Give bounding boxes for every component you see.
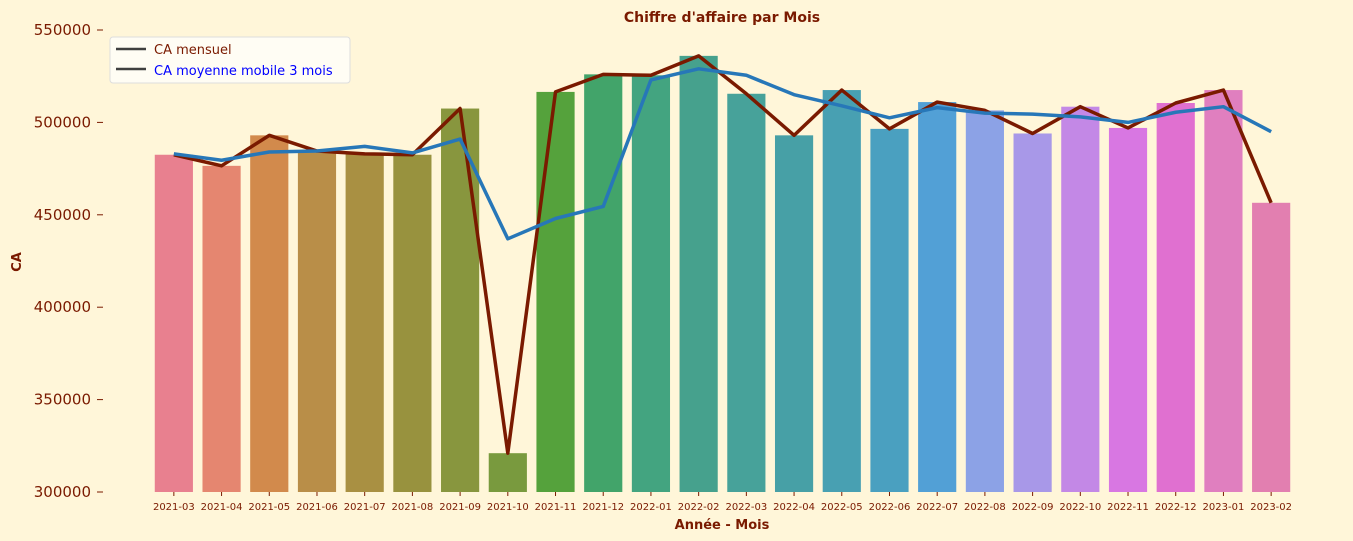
bar-2022-11 (1108, 127, 1148, 492)
bar-2022-06 (870, 128, 909, 492)
x-tick-label: 2022-06 (869, 502, 911, 513)
x-tick-label: 2021-11 (535, 502, 577, 513)
bar-2021-04 (202, 165, 241, 492)
legend-label-ca-mensuel: CA mensuel (154, 43, 232, 58)
bar-2022-03 (727, 93, 766, 492)
y-tick-label: 350000 (34, 391, 91, 409)
bars-group (154, 55, 1291, 493)
x-tick-label: 2021-03 (153, 502, 195, 513)
bar-2021-12 (584, 74, 623, 492)
bar-2021-09 (441, 108, 480, 492)
x-axis: 2021-03 2021-04 2021-05 2021-06 2021-07 2021-… (153, 492, 1292, 513)
series-line-2 (173, 67, 1272, 241)
x-tick-label: 2022-02 (678, 502, 720, 513)
y-tick-label: 400000 (34, 298, 91, 316)
x-tick-label: 2023-01 (1203, 502, 1245, 513)
x-tick-label: 2021-04 (201, 502, 243, 513)
bar-2022-10 (1061, 106, 1100, 492)
chart-title: Chiffre d'affaire par Mois (624, 10, 820, 26)
legend-label-ca-moyenne-mobile: CA moyenne mobile 3 mois (154, 64, 333, 79)
bar-2022-05 (822, 90, 861, 492)
x-tick-label: 2022-01 (630, 502, 672, 513)
y-tick-label: 450000 (34, 206, 91, 224)
bar-2022-08 (965, 110, 1004, 492)
bar-2021-11 (536, 91, 575, 492)
bar-2021-07 (345, 153, 384, 492)
x-tick-label: 2022-07 (916, 502, 958, 513)
x-tick-label: 2022-05 (821, 502, 863, 513)
x-tick-label: 2022-11 (1107, 502, 1149, 513)
x-tick-label: 2022-12 (1155, 502, 1197, 513)
y-axis-title: CA (10, 252, 25, 272)
bar-2023-02 (1252, 202, 1291, 493)
legend-box (109, 36, 351, 84)
x-tick-label: 2022-08 (964, 502, 1006, 513)
x-tick-label: 2023-02 (1250, 502, 1292, 513)
x-axis-title: Année - Mois (675, 518, 770, 533)
bar-2021-05 (250, 135, 289, 492)
bar-2021-08 (393, 154, 432, 493)
y-tick-label: 550000 (34, 21, 91, 39)
x-tick-label: 2022-10 (1059, 502, 1101, 513)
x-tick-label: 2022-04 (773, 502, 815, 513)
y-axis: 300000 350000 400000 450000 500000 550000 (34, 21, 103, 501)
y-tick-label: 300000 (34, 483, 91, 501)
x-tick-label: 2021-06 (296, 502, 338, 513)
x-tick-label: 2022-03 (725, 502, 767, 513)
x-tick-label: 2021-10 (487, 502, 529, 513)
bar-2021-03 (154, 154, 193, 493)
bar-2022-01 (631, 75, 671, 492)
bar-2021-10 (488, 453, 527, 492)
x-tick-label: 2021-09 (439, 502, 481, 513)
legend: CA mensuel CA moyenne mobile 3 mois (109, 36, 351, 84)
x-tick-label: 2021-12 (582, 502, 624, 513)
bar-2022-07 (918, 102, 957, 492)
bar-2021-06 (297, 151, 337, 493)
bar-2022-09 (1013, 133, 1052, 493)
y-tick-label: 500000 (34, 113, 91, 131)
bar-2022-02 (679, 55, 718, 493)
bar-2022-04 (774, 135, 814, 492)
lines-group (173, 54, 1273, 455)
bar-2022-12 (1156, 103, 1195, 492)
x-tick-label: 2022-09 (1012, 502, 1054, 513)
bar-2023-01 (1204, 90, 1243, 492)
series-line-1 (173, 54, 1273, 455)
x-tick-label: 2021-07 (344, 502, 386, 513)
x-tick-label: 2021-08 (391, 502, 433, 513)
x-tick-label: 2021-05 (248, 502, 290, 513)
